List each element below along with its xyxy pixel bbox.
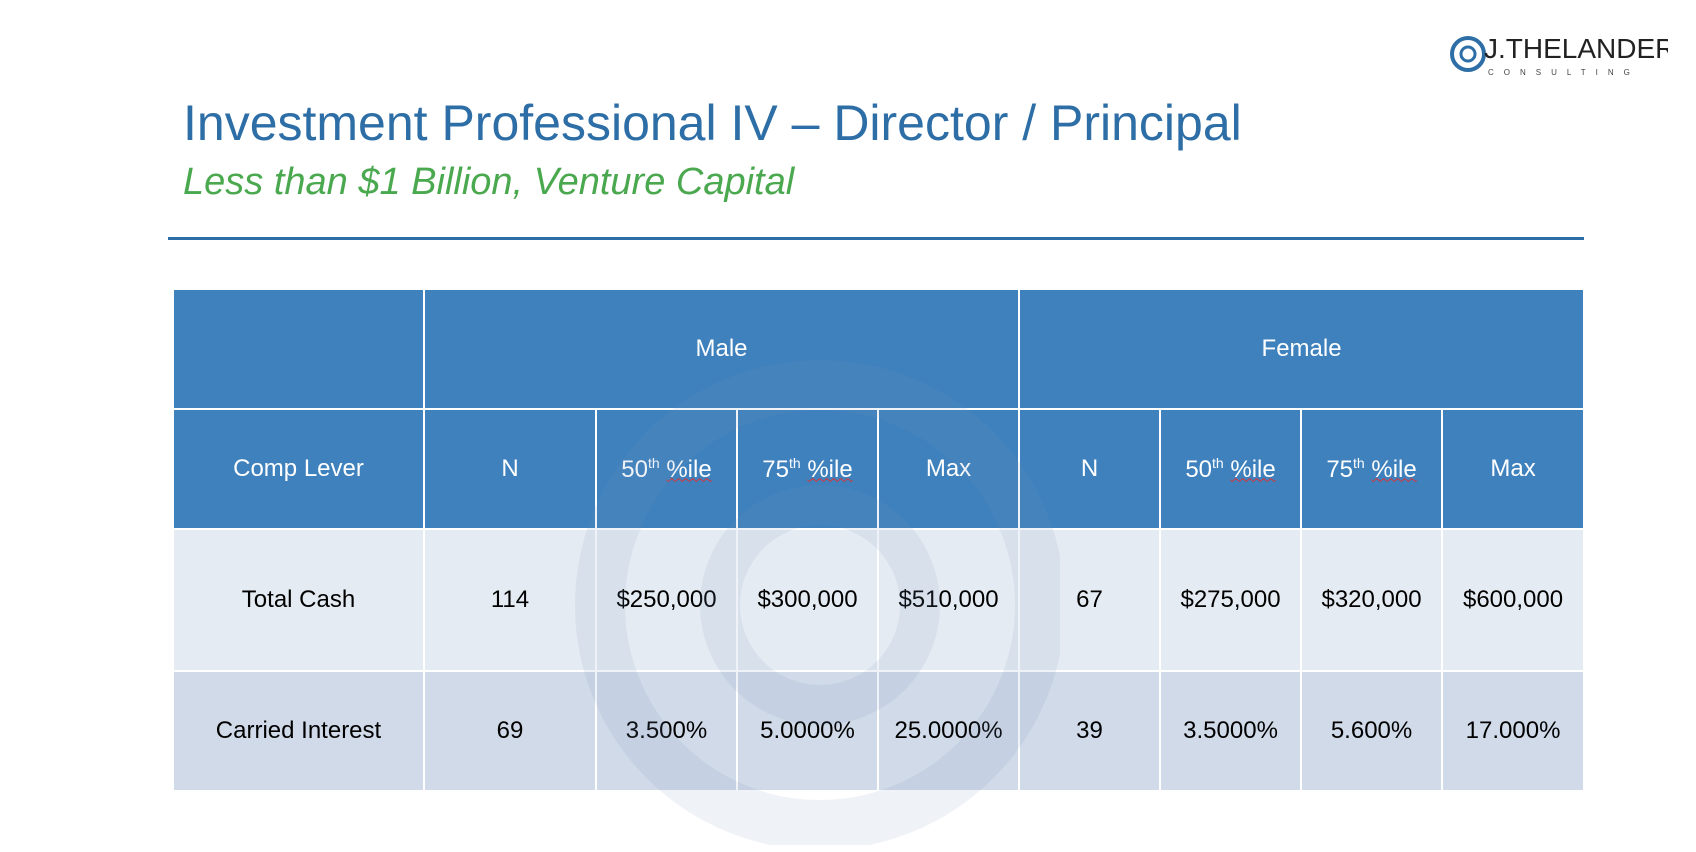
group-header: Female [1018, 288, 1586, 410]
percentile-suffix: th [1212, 454, 1224, 471]
data-cell: $320,000 [1300, 528, 1444, 672]
data-cell: 3.500% [595, 670, 738, 792]
subtitle: Less than $1 Billion, Venture Capital [183, 161, 795, 203]
percentile-label: %ile [1371, 455, 1417, 483]
data-cell: 67 [1018, 528, 1162, 672]
data-cell: 5.0000% [736, 670, 879, 792]
group-header: Male [422, 288, 1021, 410]
logo-name: J.THELANDER [1484, 33, 1668, 64]
column-header: 75th %ile [1300, 408, 1444, 530]
logo-mark [1459, 45, 1477, 63]
percentile-suffix: th [647, 454, 660, 471]
group-header-row: Male Female [172, 288, 1586, 410]
percentile-label: %ile [807, 455, 853, 483]
percentile-number: 50 [1185, 455, 1213, 483]
row-label: Carried Interest [172, 670, 425, 792]
column-header: N [423, 408, 597, 530]
data-cell: $600,000 [1441, 528, 1586, 672]
column-header: 50th %ile [595, 408, 738, 530]
data-cell: $510,000 [876, 528, 1021, 672]
row-label: Total Cash [172, 528, 425, 672]
percentile-suffix: th [1353, 454, 1365, 471]
data-cell: 17.000% [1441, 670, 1586, 792]
divider [168, 237, 1584, 240]
column-header-row: Comp Lever N 50th %ile 75th %ile Max N 50th %i… [172, 408, 1586, 530]
data-cell: 69 [423, 670, 597, 792]
data-row: Total Cash 114 $250,000 $300,000 $510,000 67 $… [172, 528, 1586, 672]
logo-tagline: CONSULTING [1488, 68, 1640, 77]
percentile-suffix: th [788, 454, 801, 471]
column-header: Max [876, 408, 1021, 530]
percentile-number: 50 [621, 455, 648, 483]
percentile-number: 75 [762, 455, 789, 483]
column-header: Max [1441, 408, 1586, 530]
data-cell: $300,000 [736, 528, 879, 672]
data-cell: 114 [423, 528, 597, 672]
percentile-label: %ile [1230, 455, 1276, 483]
column-header: Comp Lever [172, 408, 425, 530]
data-cell: 5.600% [1300, 670, 1444, 792]
title: Investment Professional IV – Director / … [183, 95, 1242, 151]
data-cell: 3.5000% [1159, 670, 1303, 792]
percentile-number: 75 [1326, 455, 1354, 483]
data-row: Carried Interest 69 3.500% 5.0000% 25.0000% 3… [172, 670, 1586, 792]
data-cell: 39 [1018, 670, 1162, 792]
data-cell: 25.0000% [876, 670, 1021, 792]
logo: J.THELANDER CONSULTING [1450, 33, 1668, 77]
data-cell: $275,000 [1159, 528, 1303, 672]
logo-mark [1450, 36, 1486, 72]
data-cell: $250,000 [595, 528, 738, 672]
column-header: N [1018, 408, 1162, 530]
header-cell [172, 288, 425, 410]
percentile-label: %ile [666, 455, 712, 483]
comp-table: Male Female Comp Lever N 50th %ile 75th %ile M… [172, 288, 1586, 792]
column-header: 75th %ile [736, 408, 879, 530]
column-header: 50th %ile [1159, 408, 1303, 530]
